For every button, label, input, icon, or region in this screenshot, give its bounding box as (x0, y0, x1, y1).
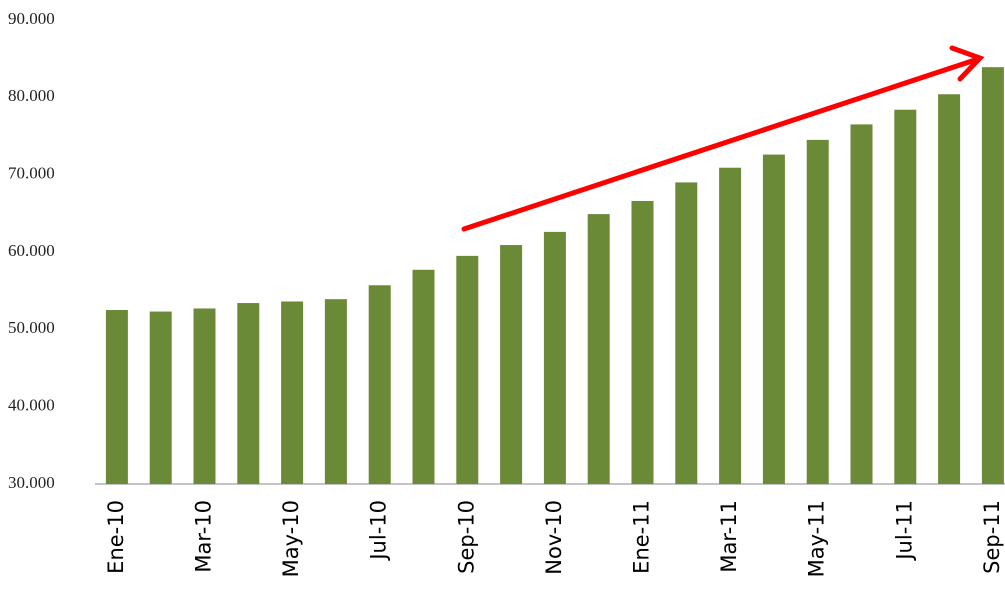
x-tick-label: Jul-10 (367, 500, 391, 562)
y-tick-label: 90.000 (8, 9, 55, 28)
bar (587, 214, 610, 484)
bar (324, 299, 347, 484)
x-tick-label: Mar-10 (192, 500, 216, 573)
x-tick-label: Ene-11 (630, 500, 654, 574)
x-tick-label: Jul-11 (892, 500, 916, 562)
y-tick-label: 80.000 (8, 86, 55, 105)
bar (762, 154, 785, 484)
x-tick-label: Sep-11 (980, 500, 1004, 574)
bar (894, 109, 917, 484)
bar (237, 303, 260, 484)
bar (981, 67, 1004, 484)
x-tick-label: May-10 (279, 500, 303, 577)
trend-arrow (461, 45, 985, 232)
y-tick-label: 60.000 (8, 241, 55, 260)
bar (456, 255, 479, 484)
bar (368, 285, 391, 484)
bar (500, 245, 523, 484)
bar (938, 94, 961, 485)
plot: 30.000 40.000 50.000 60.000 70.000 80.000 90.0… (8, 9, 1004, 577)
x-tick-label: Sep-10 (454, 500, 478, 574)
y-tick-label: 70.000 (8, 164, 55, 183)
bar (806, 139, 829, 484)
x-tick-label: Mar-11 (717, 500, 741, 573)
x-tick-label: Nov-10 (542, 500, 566, 575)
bar (149, 311, 172, 484)
bar (850, 124, 873, 485)
y-tick-label: 30.000 (8, 473, 55, 492)
bar (412, 269, 435, 484)
x-tick-label: Ene-10 (104, 500, 128, 574)
y-tick-label: 40.000 (8, 396, 55, 415)
bar (675, 182, 698, 484)
bar (631, 200, 654, 484)
bar (105, 310, 128, 484)
bar (543, 231, 566, 484)
bar (193, 308, 216, 484)
bar (719, 167, 742, 484)
bar (281, 301, 304, 484)
x-tick-label: May-11 (805, 500, 829, 577)
y-tick-label: 50.000 (8, 318, 55, 337)
